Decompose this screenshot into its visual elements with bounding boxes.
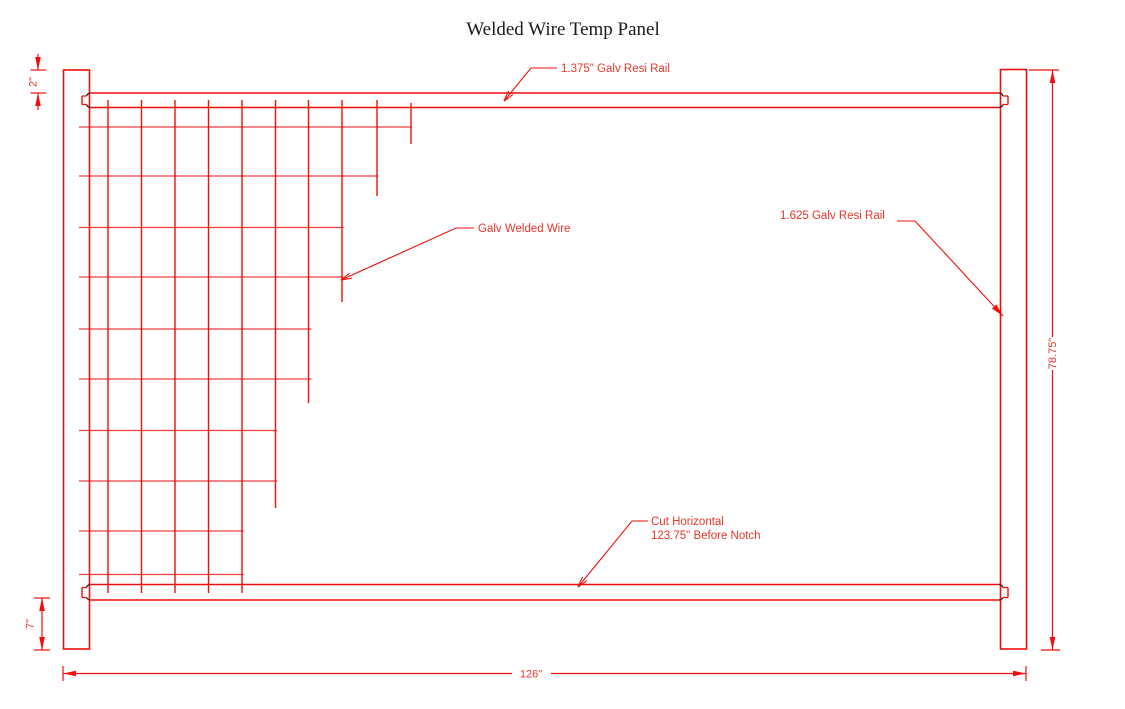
right-post [999, 68, 1028, 650]
leader-top-rail-arrowhead [503, 94, 514, 102]
left-post [62, 69, 91, 650]
leader-cut-arrowhead [577, 576, 584, 588]
leader-mesh [340, 227, 474, 281]
top-rail-notch-curve [999, 92, 1004, 97]
cut-label-line2: 123.75" Before Notch [651, 530, 761, 542]
welded-wire-mesh [79, 100, 412, 593]
dim-2in-arrowhead [35, 93, 41, 106]
leader-cut [577, 520, 648, 588]
mesh-label: Galv Welded Wire [478, 223, 570, 235]
dim-2in-arrowhead [35, 57, 41, 70]
top-rail-notch-curve [85, 104, 91, 109]
leader-mesh-arrowhead [340, 277, 352, 281]
bottom-rail-notch-curve [85, 583, 91, 588]
dim-width-arrowhead [1013, 670, 1026, 677]
callout-labels: 1.375" Galv Resi Rail Galv Welded Wire 1… [478, 63, 885, 542]
dim-height-text: 78.75" [1047, 338, 1059, 370]
top-rail-label: 1.375" Galv Resi Rail [561, 63, 670, 75]
dim-7in-arrowhead [39, 637, 45, 650]
bottom-rail-notch-curve [999, 597, 1004, 601]
drawing-title: Welded Wire Temp Panel [466, 19, 660, 40]
leader-right-rail [897, 220, 1004, 317]
dim-7in-text: 7" [25, 619, 37, 629]
panel-frame [62, 68, 1028, 650]
dimension-lines [30, 54, 1060, 681]
leader-top-rail [503, 67, 557, 102]
dim-width-text: 126" [520, 669, 542, 681]
top-rail-notch-curve [999, 104, 1004, 109]
cut-label-line1: Cut Horizontal [651, 516, 724, 528]
dimension-texts: 2" 7" 78.75" 126" [25, 77, 1060, 681]
leader-right-rail-arrowhead [991, 304, 1003, 316]
leader-cut-arrowhead [577, 580, 588, 588]
dim-height-arrowhead [1049, 70, 1056, 83]
bottom-rail-notch-curve [85, 597, 91, 601]
leader-top-rail-arrowhead [503, 90, 510, 102]
dim-width-arrowhead [63, 670, 76, 677]
leader-lines [340, 67, 1004, 588]
dim-height-arrowhead [1049, 637, 1056, 650]
top-rail-notch-curve [85, 92, 91, 97]
bottom-rail-notch-curve [999, 583, 1004, 588]
dim-7in-arrowhead [39, 598, 45, 611]
right-rail-label: 1.625 Galv Resi Rail [780, 210, 885, 222]
dim-2in-text: 2" [28, 77, 40, 87]
leader-mesh-arrowhead [340, 272, 350, 281]
rail-notches [85, 92, 1004, 601]
